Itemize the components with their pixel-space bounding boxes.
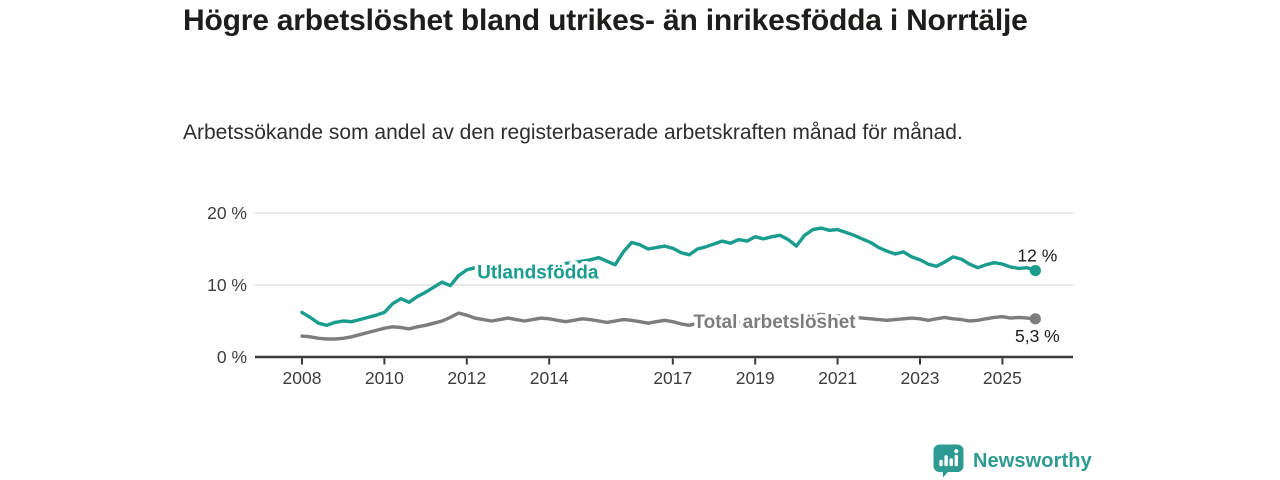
series-label-utlandsf-dda: Utlandsfödda	[477, 262, 599, 283]
brand-wordmark: Newsworthy	[973, 449, 1092, 472]
chart-title: Högre arbetslöshet bland utrikes- än inr…	[183, 4, 1028, 37]
series-end-dot	[1029, 265, 1041, 277]
x-tick-label: 2019	[736, 368, 775, 388]
newsworthy-brand: Newsworthy	[933, 444, 1092, 478]
series-end-value: 5,3 %	[1015, 326, 1060, 346]
series-label-total-arbetsl-shet: Total arbetslöshet	[693, 312, 856, 333]
series-end-value: 12 %	[1017, 246, 1057, 266]
x-tick-label: 2025	[983, 368, 1022, 388]
newsworthy-logo-icon	[933, 444, 964, 478]
y-tick-label: 10 %	[207, 275, 247, 295]
x-tick-label: 2008	[283, 368, 322, 388]
x-tick-label: 2023	[901, 368, 940, 388]
x-tick-label: 2010	[365, 368, 404, 388]
x-tick-label: 2012	[447, 368, 486, 388]
series-end-dot	[1029, 313, 1041, 325]
series-line-utlandsf-dda	[300, 226, 1038, 327]
y-tick-label: 0 %	[217, 347, 247, 367]
series-line-total-arbetsl-shet	[300, 311, 1038, 341]
x-tick-label: 2021	[818, 368, 857, 388]
y-tick-label: 20 %	[207, 203, 247, 223]
x-tick-label: 2017	[653, 368, 692, 388]
x-tick-label: 2014	[530, 368, 569, 388]
chart-subtitle: Arbetssökande som andel av den registerb…	[183, 121, 963, 144]
